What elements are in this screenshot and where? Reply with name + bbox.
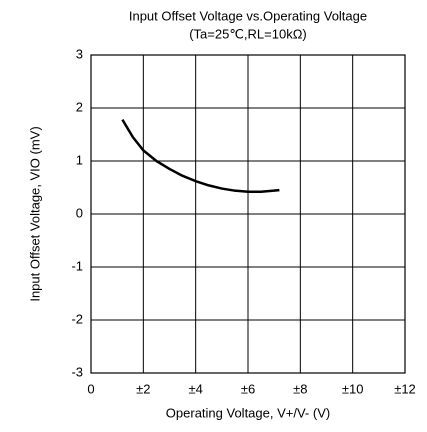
- y-tick-label: 1: [76, 152, 83, 167]
- chart-title: Input Offset Voltage vs.Operating Voltag…: [129, 8, 367, 23]
- chart-subtitle: (Ta=25℃,RL=10kΩ): [189, 26, 307, 41]
- y-tick-label: -1: [71, 258, 83, 273]
- y-tick-label: -2: [71, 311, 83, 326]
- y-tick-label: 3: [76, 46, 83, 61]
- x-tick-label: ±2: [136, 381, 150, 396]
- x-tick-label: ±6: [241, 381, 255, 396]
- y-axis-label: Input Offset Voltage, VIO (mV): [27, 126, 42, 301]
- x-tick-label: ±10: [342, 381, 364, 396]
- x-tick-label: ±4: [188, 381, 202, 396]
- y-tick-label: 2: [76, 99, 83, 114]
- plot-frame: [90, 54, 406, 374]
- y-tick-label: 0: [76, 205, 83, 220]
- x-tick-label: 0: [87, 381, 94, 396]
- line: [121, 119, 280, 193]
- x-axis-label: Operating Voltage, V+/V- (V): [166, 405, 330, 420]
- x-tick-label: ±8: [293, 381, 307, 396]
- y-tick-label: -3: [71, 364, 83, 379]
- x-tick-label: ±12: [394, 381, 416, 396]
